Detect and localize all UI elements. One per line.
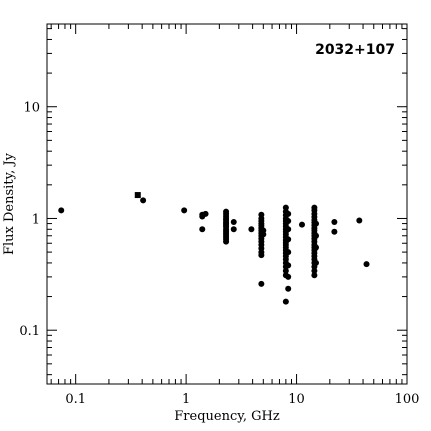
x-tick-label: 0.1: [65, 392, 86, 407]
data-point: [311, 272, 318, 279]
x-tick-label: 1: [182, 392, 190, 407]
data-point: [298, 221, 305, 228]
x-tick-label: 10: [288, 392, 305, 407]
data-point: [285, 285, 292, 292]
x-tick-label: 100: [395, 392, 420, 407]
data-point: [248, 226, 255, 233]
data-point: [285, 217, 292, 224]
data-point: [285, 226, 292, 233]
y-axis-label: Flux Density, Jy: [2, 152, 17, 255]
data-points: [58, 192, 370, 305]
data-point: [356, 217, 363, 224]
data-point: [202, 210, 209, 217]
data-point: [311, 267, 318, 274]
data-point: [313, 244, 320, 251]
data-point: [223, 238, 230, 245]
data-point: [230, 218, 237, 225]
chart-title: 2032+107: [315, 42, 395, 58]
data-point: [313, 232, 320, 239]
data-point: [285, 262, 292, 269]
data-point: [331, 228, 338, 235]
data-point: [258, 252, 265, 259]
data-point: [313, 259, 320, 266]
data-point: [285, 236, 292, 243]
axis-tick-labels: 0.1 1 10 100 0.1 1 10: [19, 101, 419, 407]
data-point: [363, 261, 370, 268]
data-point: [282, 298, 289, 305]
axis-ticks: [47, 24, 408, 384]
plot-frame: [46, 23, 408, 385]
data-point: [285, 273, 292, 280]
y-tick-label: 10: [23, 101, 40, 116]
data-point: [285, 210, 292, 217]
x-axis-label: Frequency, GHz: [174, 409, 280, 424]
data-point: [58, 207, 65, 214]
data-point: [331, 218, 338, 225]
data-point: [282, 267, 289, 274]
data-point: [313, 220, 320, 227]
data-point-square: [134, 192, 141, 199]
y-tick-label: 1: [32, 212, 40, 227]
data-point: [230, 226, 237, 233]
data-point: [258, 280, 265, 287]
data-point: [181, 207, 188, 214]
data-point: [285, 249, 292, 256]
data-point: [199, 226, 206, 233]
data-point: [260, 231, 267, 238]
data-point: [140, 197, 147, 204]
y-tick-label: 0.1: [19, 324, 40, 339]
